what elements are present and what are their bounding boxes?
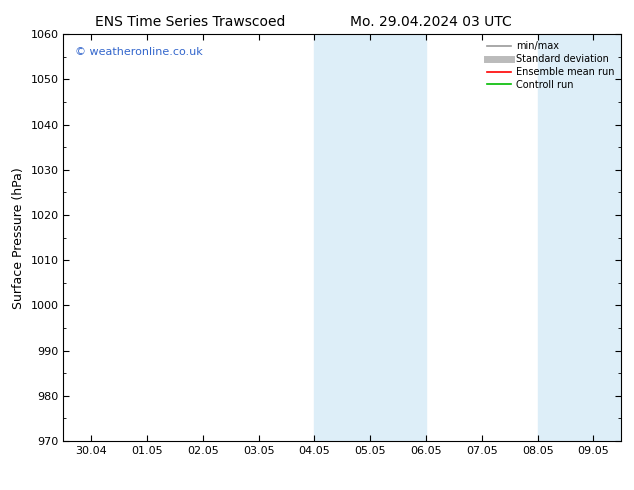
- Legend: min/max, Standard deviation, Ensemble mean run, Controll run: min/max, Standard deviation, Ensemble me…: [485, 39, 616, 92]
- Bar: [538, 34, 621, 441]
- Bar: [314, 34, 426, 441]
- Text: ENS Time Series Trawscoed: ENS Time Series Trawscoed: [95, 15, 285, 29]
- Y-axis label: Surface Pressure (hPa): Surface Pressure (hPa): [12, 167, 25, 309]
- Text: © weatheronline.co.uk: © weatheronline.co.uk: [75, 47, 202, 56]
- Text: Mo. 29.04.2024 03 UTC: Mo. 29.04.2024 03 UTC: [350, 15, 512, 29]
